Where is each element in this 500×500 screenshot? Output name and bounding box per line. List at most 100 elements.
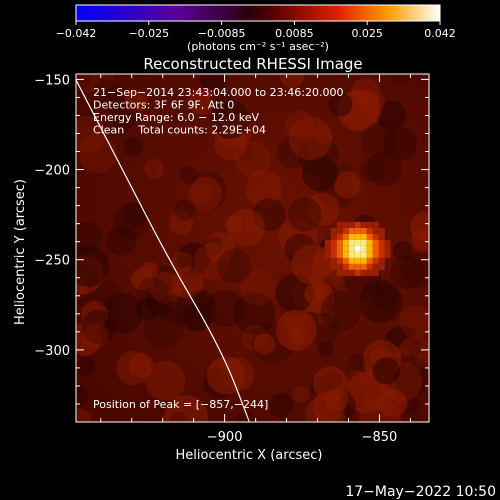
mottle-blob <box>320 290 361 331</box>
mottle-blob <box>76 322 102 356</box>
mottle-blob <box>190 183 212 205</box>
peak-pixel <box>354 263 361 270</box>
peak-pixel <box>366 233 373 240</box>
peak-pixel <box>372 257 379 264</box>
peak-pixel <box>348 251 355 258</box>
colorbar-tick-label: 0.0085 <box>275 27 314 40</box>
mottle-blob <box>366 150 402 186</box>
peak-pixel <box>342 257 349 264</box>
mottle-blob <box>192 290 215 314</box>
peak-pixel <box>336 263 343 270</box>
solar-limb-curve <box>76 78 251 422</box>
mottle-blob <box>144 158 165 179</box>
peak-pixel <box>354 233 361 240</box>
mottle-blob <box>209 89 234 114</box>
y-tick-label: −150 <box>34 73 70 88</box>
mottle-blob <box>399 305 429 338</box>
mottle-blob <box>124 89 148 113</box>
mottle-blob <box>276 136 309 169</box>
colorbar-ticks: −0.042 −0.025 −0.0085 0.0085 0.025 0.042 <box>56 21 456 40</box>
peak-pixel <box>354 251 361 258</box>
annotation-line: Clean Total counts: 2.29E+04 <box>93 124 266 137</box>
mottle-blob <box>137 277 170 310</box>
mottle-blob <box>187 171 228 211</box>
mottle-blob <box>131 267 154 291</box>
peak-pixel <box>330 251 337 258</box>
peak-pixel <box>348 269 355 276</box>
peak-pixel <box>342 269 349 276</box>
peak-pixel <box>330 233 337 240</box>
mottle-blob <box>325 388 349 412</box>
peak-pixel <box>336 245 343 252</box>
mottle-blob <box>106 225 137 256</box>
peak-pixel <box>336 233 343 240</box>
mottle-blob <box>241 324 268 351</box>
peak-pixel <box>342 221 349 228</box>
peak-pixel <box>342 227 349 234</box>
peak-pixel <box>336 221 343 228</box>
peak-pixel <box>336 269 343 276</box>
colorbar-tick-label: −0.042 <box>56 27 97 40</box>
axis-ticks: −900−850−800−150−200−250−300 <box>34 73 429 445</box>
mottle-blob <box>284 314 305 336</box>
mottle-blob <box>393 241 413 261</box>
peak-pixel <box>330 257 337 264</box>
mottle-blob <box>288 117 333 161</box>
y-tick-label: −250 <box>34 254 70 269</box>
peak-pixel <box>324 245 331 252</box>
mottle-blob <box>171 266 204 299</box>
plot-frame <box>75 73 430 423</box>
mottle-blob <box>288 198 322 232</box>
mottle-blob <box>269 392 294 418</box>
mottle-blob <box>158 294 188 324</box>
peak-pixel <box>384 245 391 252</box>
mottle-blob <box>76 74 92 90</box>
mottle-blob <box>306 192 340 226</box>
y-axis-label: Heliocentric Y (arcsec) <box>13 179 28 325</box>
mottle-blob <box>128 352 154 379</box>
mottle-blob <box>76 244 109 287</box>
peak-pixel <box>360 245 367 252</box>
peak-pixel <box>348 257 355 264</box>
mottle-blob <box>92 79 123 110</box>
peak-pixel <box>330 245 337 252</box>
mottle-blob <box>199 74 227 92</box>
mottle-blob <box>206 289 244 328</box>
mottle-blob <box>94 281 123 309</box>
mottle-blob <box>122 203 147 228</box>
mottle-blob <box>82 323 109 350</box>
peak-pixel <box>378 251 385 258</box>
peak-pixel <box>366 239 373 246</box>
mottle-blob <box>170 251 193 274</box>
peak-pixel <box>372 263 379 270</box>
y-tick-label: −200 <box>34 164 70 179</box>
mottle-blob <box>358 279 403 323</box>
mottle-blob <box>170 411 188 422</box>
mottle-blob <box>76 382 88 407</box>
mottle-blob <box>82 309 117 344</box>
peak-pixel <box>324 251 331 258</box>
mottle-blob <box>174 199 196 221</box>
mottle-blob <box>225 215 243 234</box>
peak-pixel <box>372 269 379 276</box>
peak-pixel <box>330 239 337 246</box>
mottle-blob <box>288 328 305 346</box>
mottle-blob <box>328 92 353 117</box>
peak-pixel <box>354 227 361 234</box>
mottle-blob <box>164 395 208 422</box>
peak-pixel <box>330 263 337 270</box>
mottle-blob <box>80 300 109 329</box>
y-tick-label: −300 <box>34 344 70 359</box>
peak-pixel <box>348 233 355 240</box>
colorbar-tick-label: −0.025 <box>128 27 169 40</box>
peak-pixel <box>354 257 361 264</box>
colorbar-tick-label: 0.025 <box>351 27 383 40</box>
heatmap-image <box>76 74 429 422</box>
mottle-blob <box>291 244 332 285</box>
peak-pixel <box>360 269 367 276</box>
peak-pixel <box>360 227 367 234</box>
peak-pixel <box>372 251 379 258</box>
peak-pixel <box>348 227 355 234</box>
x-tick-label: −850 <box>362 430 398 445</box>
